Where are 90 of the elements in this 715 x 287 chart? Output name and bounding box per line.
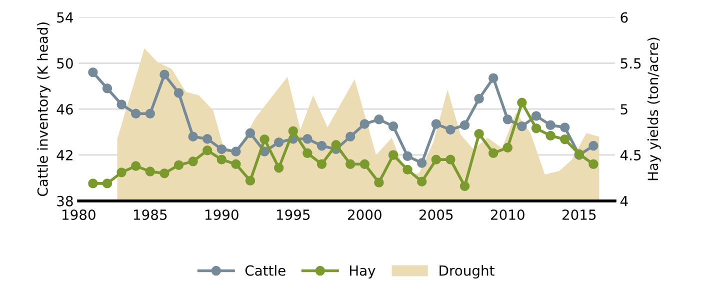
- point: [374, 114, 384, 124]
- point: [388, 121, 398, 132]
- point: [588, 159, 598, 170]
- x-tick-label: 2005: [419, 209, 453, 220]
- point: [145, 166, 156, 176]
- y-axis-title: Cattle inventory (K head): [37, 22, 51, 196]
- point: [145, 108, 156, 119]
- point: [460, 181, 470, 192]
- point: [116, 100, 126, 110]
- point: [174, 160, 184, 170]
- point: [231, 159, 241, 170]
- point: [102, 84, 112, 94]
- point: [531, 123, 542, 134]
- point: [130, 161, 141, 171]
- point: [188, 156, 198, 166]
- point: [588, 140, 598, 151]
- point: [88, 178, 98, 188]
- legend-label: Cattle: [245, 265, 286, 276]
- point: [546, 120, 556, 130]
- point: [174, 88, 184, 98]
- point: [302, 134, 312, 144]
- point: [517, 121, 527, 132]
- point: [388, 150, 398, 160]
- x-tick-label: 2015: [562, 209, 596, 220]
- point: [331, 140, 341, 150]
- point: [360, 159, 370, 170]
- point: [130, 108, 141, 119]
- point: [316, 140, 327, 151]
- y2-tick-label: 5.5: [620, 58, 641, 69]
- point: [302, 148, 312, 158]
- y2-axis-title: Hay yields (ton/acre): [647, 38, 661, 180]
- point: [345, 159, 356, 170]
- y2-tick-label: 6: [620, 12, 628, 23]
- point: [245, 128, 256, 138]
- point: [360, 119, 370, 129]
- y2-tick-label: 4: [620, 196, 628, 206]
- point: [402, 151, 412, 161]
- point: [531, 111, 542, 121]
- point: [502, 114, 513, 124]
- x-tick-label: 1995: [277, 209, 310, 220]
- point: [431, 154, 442, 164]
- point: [560, 122, 570, 132]
- y2-tick-label: 5: [620, 104, 628, 115]
- point: [231, 146, 241, 156]
- point: [102, 178, 112, 188]
- point: [245, 176, 256, 186]
- point: [402, 164, 412, 175]
- point: [260, 134, 270, 144]
- legend-label: Hay: [350, 265, 376, 278]
- point: [416, 176, 427, 186]
- point: [374, 178, 384, 188]
- y2-tick-label: 4.5: [620, 150, 641, 160]
- y-tick-label: 46: [56, 104, 73, 115]
- point: [202, 134, 212, 144]
- point: [416, 158, 427, 168]
- x-tick-label: 1980: [62, 209, 96, 220]
- point: [216, 144, 227, 154]
- point: [488, 148, 498, 158]
- legend-label: Drought: [440, 265, 494, 278]
- point: [345, 132, 356, 142]
- point: [160, 168, 170, 178]
- point: [216, 154, 227, 164]
- point: [274, 162, 284, 173]
- y-tick-label: 50: [57, 58, 73, 69]
- point: [202, 146, 212, 156]
- x-tick-label: 1990: [206, 209, 238, 220]
- point: [546, 130, 556, 141]
- point: [288, 126, 298, 136]
- point: [446, 124, 456, 135]
- x-tick-label: 2010: [490, 209, 524, 220]
- x-tick-label: 1985: [134, 209, 167, 220]
- point: [502, 142, 513, 152]
- point: [474, 128, 484, 139]
- point: [488, 73, 498, 83]
- y-tick-label: 54: [57, 12, 74, 23]
- point: [116, 168, 126, 178]
- point: [431, 119, 442, 129]
- point: [160, 70, 170, 80]
- point: [474, 94, 484, 104]
- point: [460, 120, 470, 130]
- y-tick-label: 42: [56, 150, 72, 160]
- y-tick-label: 38: [57, 196, 73, 206]
- point: [517, 98, 527, 108]
- point: [88, 67, 98, 78]
- point: [560, 134, 570, 144]
- x-tick-label: 2000: [348, 209, 382, 220]
- point: [316, 159, 327, 170]
- point: [274, 137, 284, 148]
- point: [188, 132, 198, 142]
- point: [446, 154, 456, 164]
